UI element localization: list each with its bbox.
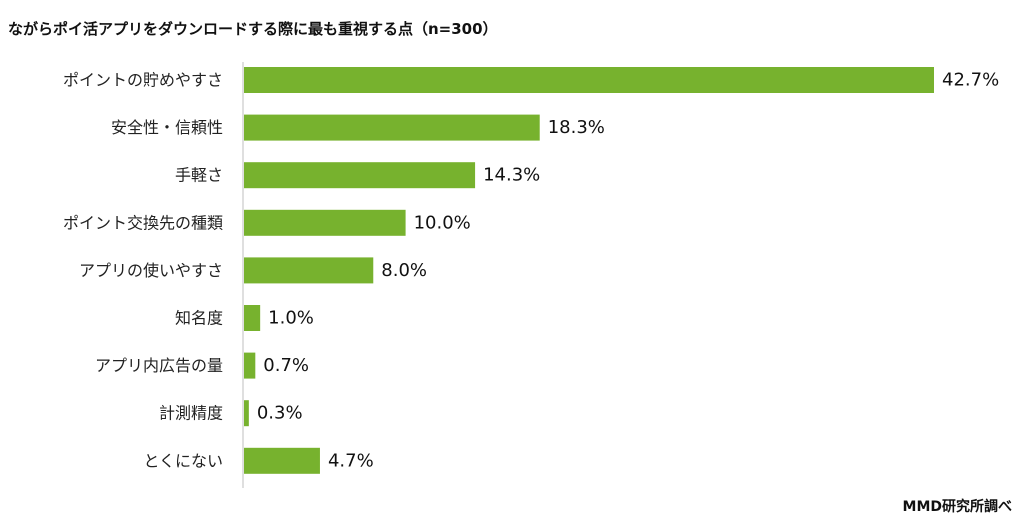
value-label: 8.0% bbox=[381, 260, 427, 281]
value-label: 18.3% bbox=[548, 117, 605, 138]
value-label: 14.3% bbox=[483, 165, 540, 186]
bar-5 bbox=[244, 305, 261, 331]
value-label: 4.7% bbox=[328, 450, 374, 471]
value-label: 0.7% bbox=[263, 355, 309, 376]
bar-7 bbox=[244, 400, 249, 427]
category-label: 安全性・信頼性 bbox=[111, 118, 223, 137]
value-labels-group: 42.7% 18.3% 14.3% 10.0% 8.0% 1.0% 0.7% 0.3% 4.7% bbox=[257, 70, 999, 472]
value-label: 1.0% bbox=[268, 308, 314, 329]
bar-3 bbox=[244, 209, 406, 236]
bar-2 bbox=[244, 162, 476, 189]
category-label: アプリ内広告の量 bbox=[95, 356, 223, 375]
bar-6 bbox=[244, 352, 256, 379]
bar-1 bbox=[244, 114, 540, 141]
value-label: 10.0% bbox=[414, 212, 471, 233]
category-label: ポイント交換先の種類 bbox=[63, 213, 223, 232]
category-label: ポイントの貯めやすさ bbox=[63, 71, 223, 90]
category-labels-group: ポイントの貯めやすさ安全性・信頼性手軽さポイント交換先の種類アプリの使いやすさ知… bbox=[63, 71, 223, 471]
bar-4 bbox=[244, 257, 374, 284]
value-label: 42.7% bbox=[942, 70, 999, 91]
source-note: MMD研究所調べ bbox=[902, 499, 1012, 515]
category-label: 手軽さ bbox=[175, 166, 223, 185]
category-label: アプリの使いやすさ bbox=[79, 261, 223, 280]
chart-title: ながらポイ活アプリをダウンロードする際に最も重視する点（n=300） bbox=[8, 20, 498, 38]
bar-0 bbox=[244, 67, 934, 93]
category-label: 知名度 bbox=[175, 309, 223, 328]
value-label: 0.3% bbox=[257, 403, 303, 424]
bar-8 bbox=[244, 447, 320, 474]
category-label: とくにない bbox=[143, 451, 223, 470]
category-label: 計測精度 bbox=[159, 404, 223, 423]
bars-group bbox=[244, 67, 934, 474]
